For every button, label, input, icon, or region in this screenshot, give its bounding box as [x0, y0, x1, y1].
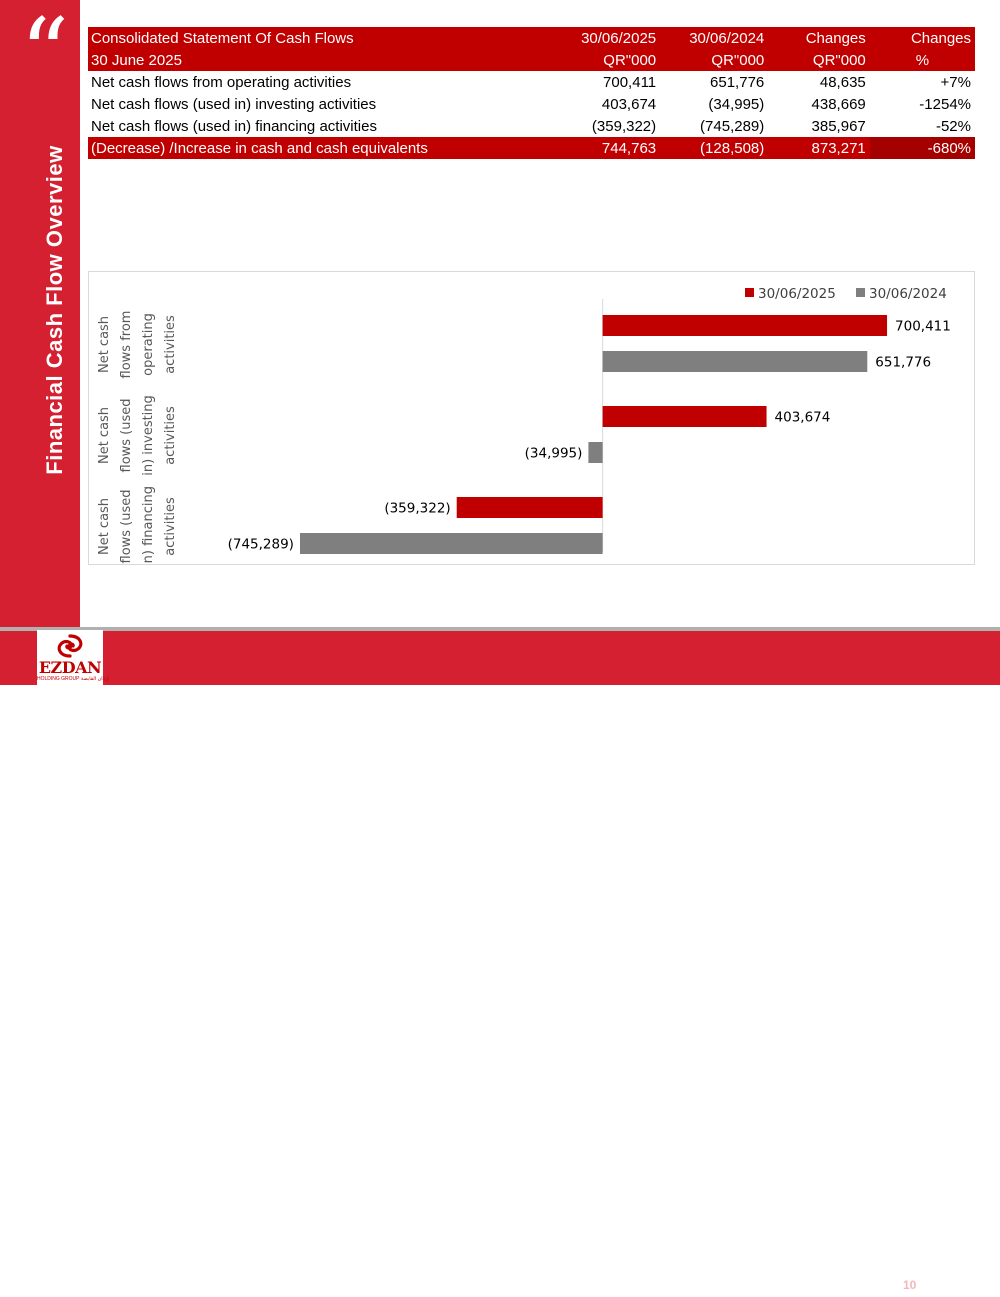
header-cell: %	[869, 49, 975, 71]
cell-2025: 700,411	[603, 73, 657, 91]
bar-30-06-2024	[588, 442, 603, 463]
category-label: Net cash flows from operating activities	[97, 311, 178, 379]
category-label-line: activities	[163, 315, 178, 374]
website-link[interactable]: www.ezdanholding.qa	[384, 1283, 615, 1297]
table-row: Net cash flows from operating activities…	[88, 71, 975, 93]
cell-2024: (745,289)	[700, 117, 765, 135]
cash-flow-table: Consolidated Statement Of Cash Flows 30/…	[88, 27, 975, 159]
bar-30-06-2025	[602, 315, 888, 336]
data-label: 403,674	[775, 410, 831, 426]
row-label: (Decrease) /Increase in cash and cash eq…	[88, 137, 554, 159]
table-total-row: (Decrease) /Increase in cash and cash eq…	[88, 137, 975, 159]
category-label-line: activities	[163, 406, 178, 465]
footer-bar: www.ezdanholding.qa 10	[0, 631, 1000, 1297]
category-label-line: activities	[163, 497, 178, 556]
cell-2025: 403,674	[601, 95, 657, 113]
bar-30-06-2024	[299, 533, 603, 554]
cell-change: 873,271	[768, 137, 870, 159]
data-label: 700,411	[895, 319, 951, 335]
cell-2024: 651,776	[710, 73, 765, 91]
logo-name: EZDAN	[38, 658, 102, 677]
header-cell: Changes	[768, 27, 870, 49]
row-label: Net cash flows (used in) investing activ…	[91, 95, 377, 113]
data-label: (359,322)	[384, 501, 450, 517]
header-cell: Changes	[869, 27, 975, 49]
category-label: Net cash flows (used in) financing activiti…	[97, 486, 178, 564]
category-label-line: flows (used	[119, 398, 134, 472]
table-subheader-row: 30 June 2025 QR"000 QR"000 QR"000 %	[88, 49, 975, 71]
logo-subtitle: HOLDING GROUP إزدان القابضة	[37, 676, 109, 682]
data-label: (745,289)	[228, 537, 294, 553]
table-row: Net cash flows (used in) investing activ…	[88, 93, 975, 115]
category-label-line: Net cash	[97, 316, 112, 373]
ezdan-logo: EZDAN HOLDING GROUP إزدان القابضة	[37, 630, 109, 685]
footer-divider	[0, 627, 1000, 631]
quote-mark-icon: “	[20, 0, 70, 110]
category-label-line: flows from	[119, 311, 134, 379]
table-header-row: Consolidated Statement Of Cash Flows 30/…	[88, 27, 975, 49]
category-label-line: operating	[141, 313, 156, 376]
cell-change-pct: +7%	[940, 73, 971, 91]
header-cell: Consolidated Statement Of Cash Flows	[88, 27, 554, 49]
cell-2024: (34,995)	[708, 95, 765, 113]
category-label-line: Net cash	[97, 498, 112, 555]
cell-change: 438,669	[811, 95, 866, 113]
category-label-line: in) investing	[141, 395, 156, 476]
header-cell: 30 June 2025	[88, 49, 554, 71]
legend-swatch	[856, 288, 865, 297]
logo-swirl-icon	[57, 634, 83, 658]
bar-30-06-2025	[602, 406, 767, 427]
row-label: Net cash flows (used in) financing activ…	[91, 117, 377, 135]
category-label-line: Net cash	[97, 407, 112, 464]
header-cell: QR"000	[768, 49, 870, 71]
category-label-line: in) financing	[141, 486, 156, 564]
category-label: Net cash flows (used in) investing activiti…	[97, 395, 178, 476]
legend-label: 30/06/2025	[758, 286, 836, 302]
side-title: Financial Cash Flow Overview	[42, 145, 67, 475]
left-sidebar: “ Financial Cash Flow Overview	[0, 0, 80, 628]
header-cell: 30/06/2024	[660, 27, 769, 49]
cash-flow-chart: Net cash flows from operating activities 700…	[88, 271, 975, 565]
legend-swatch	[745, 288, 754, 297]
cell-2025: (359,322)	[591, 117, 657, 135]
cell-change: 48,635	[819, 73, 866, 91]
cell-change-pct: -1254%	[919, 95, 971, 113]
cell-change: 385,967	[811, 117, 866, 135]
header-cell: QR"000	[553, 49, 661, 71]
cell-change-pct: -680%	[869, 137, 975, 159]
data-label: (34,995)	[525, 446, 583, 462]
cell-2025: 744,763	[553, 137, 661, 159]
bar-30-06-2025	[456, 497, 603, 518]
bar-30-06-2024	[602, 351, 868, 372]
legend-label: 30/06/2024	[869, 286, 947, 302]
row-label: Net cash flows from operating activities	[91, 73, 352, 91]
data-label: 651,776	[875, 355, 931, 371]
page-number: 10	[903, 1278, 917, 1292]
header-cell: 30/06/2025	[553, 27, 661, 49]
category-label-line: flows (used	[119, 489, 134, 563]
cell-change-pct: -52%	[935, 117, 971, 135]
table-row: Net cash flows (used in) financing activ…	[88, 115, 975, 137]
chart-canvas: Net cash flows from operating activities 700…	[97, 286, 951, 564]
cell-2024: (128,508)	[660, 137, 769, 159]
header-cell: QR"000	[660, 49, 769, 71]
